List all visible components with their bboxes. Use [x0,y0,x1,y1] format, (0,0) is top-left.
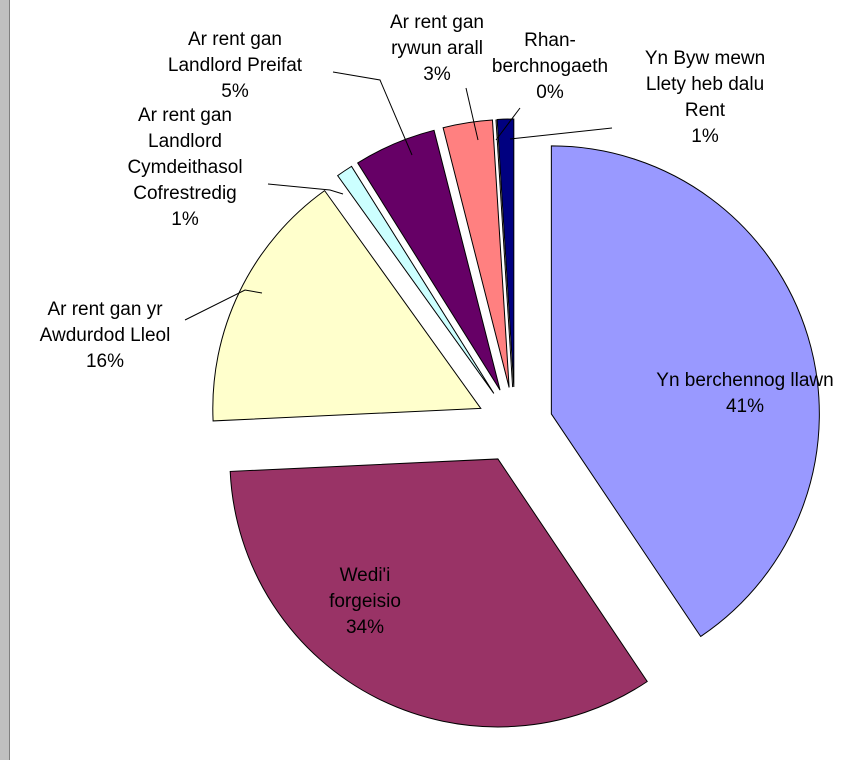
leader-line [332,71,413,156]
slice-value: 34% [345,617,385,638]
slice-label: Wedi'i forgeisio 34% [308,563,423,641]
slice-label: Ar rent gan rywun arall 3% [367,10,507,88]
leader-line [267,183,344,195]
slice-value: 0% [536,82,564,103]
pie-slice [496,118,515,388]
slice-name: Ar rent gan yr Awdurdod Lleol [39,299,171,346]
pie-slice [212,189,482,422]
pie-slice [442,119,510,388]
slice-label: Ar rent gan Landlord Cymdeithasol Cofres… [110,103,260,233]
slice-name: Rhan-berchnogaeth [491,30,609,77]
pie-slice [495,119,514,388]
slice-name: Ar rent gan Landlord Preifat [167,29,303,76]
slice-value: 1% [691,126,719,147]
leader-lines [184,71,613,321]
pie-slice [357,129,501,391]
pie-slice [336,165,495,394]
slice-label: Ar rent gan yr Awdurdod Lleol 16% [5,297,205,375]
leader-line [465,87,479,141]
slice-name: Wedi'i forgeisio [329,565,401,612]
slice-label: Yn Byw mewn Llety heb dalu Rent 1% [636,46,774,150]
slice-value: 41% [725,396,765,417]
slice-label: Ar rent gan Landlord Preifat 5% [153,27,318,105]
slice-label: Rhan-berchnogaeth 0% [485,28,615,106]
slice-name: Yn berchennog llawn [656,370,834,391]
slice-value: 1% [171,209,199,230]
slice-name: Ar rent gan rywun arall [390,12,484,59]
slice-value: 5% [221,81,249,102]
pie-slice [550,145,820,638]
slice-value: 3% [423,64,451,85]
leader-line [509,127,613,140]
slice-label: Yn berchennog llawn 41% [653,368,838,420]
window-edge [0,0,10,760]
slice-name: Yn Byw mewn Llety heb dalu Rent [644,48,766,121]
slice-value: 16% [85,351,125,372]
leader-line [184,289,263,321]
leader-line [495,107,521,141]
slice-name: Ar rent gan Landlord Cymdeithasol Cofres… [127,105,243,204]
pie-slice [229,458,648,728]
